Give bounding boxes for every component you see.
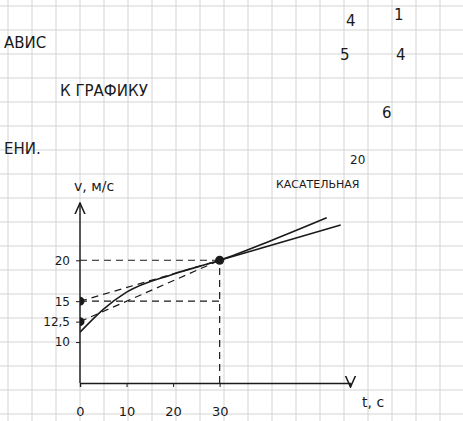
- paper-line: [248, 0, 249, 421]
- x-tick: 10: [119, 383, 136, 419]
- paper-line: [440, 0, 441, 421]
- paper-line: [56, 0, 57, 421]
- y-tick-label: 10: [55, 335, 70, 349]
- y-tick: 10: [55, 335, 80, 349]
- annotation: АВИС: [4, 34, 46, 52]
- paper-line: [8, 0, 9, 421]
- paper-line: [0, 198, 463, 199]
- paper-grid: [0, 0, 463, 421]
- annotation: 4: [346, 12, 356, 30]
- x-axis: 0 10 20 30: [76, 383, 350, 419]
- dashed-line: [219, 260, 220, 383]
- paper-line: [416, 0, 417, 421]
- annotation: 1: [394, 6, 404, 24]
- dashed-line: [80, 260, 220, 321]
- x-tick-mark: [80, 383, 81, 387]
- y-tick-mark: [76, 322, 80, 323]
- paper-line: [392, 0, 393, 421]
- paper-line: [128, 0, 129, 421]
- annotation: 6: [382, 104, 392, 122]
- x-tick-mark: [127, 383, 128, 387]
- paper-line: [320, 0, 321, 421]
- paper-line: [80, 0, 81, 421]
- x-tick-label: 10: [119, 404, 136, 419]
- paper-line: [0, 390, 463, 391]
- y-axis-line: [79, 203, 80, 383]
- x-tick-label: 30: [212, 404, 229, 419]
- y-tick: 20: [55, 254, 80, 268]
- paper-line: [0, 174, 463, 175]
- curve: [220, 225, 341, 260]
- annotation: КАСАТЕЛЬНАЯ: [276, 178, 359, 191]
- x-axis-title: t, с: [362, 394, 384, 410]
- y-tick-label: 20: [55, 254, 70, 268]
- y-tick-mark: [76, 260, 80, 261]
- paper-line: [0, 150, 463, 151]
- x-tick-mark: [220, 383, 221, 387]
- dashed-line: [80, 301, 220, 302]
- x-tick: 0: [76, 383, 84, 419]
- point: [80, 297, 85, 306]
- x-tick-mark: [173, 383, 174, 387]
- annotation: 20: [350, 153, 365, 167]
- paper-line: [0, 246, 463, 247]
- paper-line: [0, 222, 463, 223]
- annotation: 4: [396, 46, 406, 64]
- paper-line: [224, 0, 225, 421]
- x-tick-label: 0: [76, 404, 84, 419]
- plot-area: [80, 218, 341, 383]
- paper-line: [0, 270, 463, 271]
- dashed-line: [80, 260, 220, 301]
- point: [80, 317, 85, 326]
- paper-line: [368, 0, 369, 421]
- annotation: К ГРАФИКУ: [60, 82, 148, 100]
- point: [215, 256, 224, 265]
- curve: [80, 218, 327, 333]
- annotation: 5: [340, 46, 350, 64]
- chart: 01020301012,51520v, м/сt, сКАСАТЕЛЬНАЯАВ…: [0, 0, 463, 421]
- paper-line: [0, 126, 463, 127]
- y-tick-label: 15: [55, 295, 70, 309]
- annotation: ЕНИ.: [4, 140, 41, 158]
- paper-line: [104, 0, 105, 421]
- paper-line: [0, 54, 463, 55]
- paper-line: [0, 102, 463, 103]
- y-tick-mark: [76, 342, 80, 343]
- paper-line: [296, 0, 297, 421]
- dashed-line: [80, 260, 220, 261]
- x-tick: 20: [165, 383, 182, 419]
- x-axis-line: [81, 384, 351, 388]
- paper-line: [272, 0, 273, 421]
- paper-line: [200, 0, 201, 421]
- y-axis: 10 12,5 15 20: [43, 203, 80, 383]
- paper-line: [0, 30, 463, 31]
- paper-line: [152, 0, 153, 421]
- paper-line: [0, 366, 463, 367]
- paper-line: [176, 0, 177, 421]
- paper-line: [0, 414, 463, 415]
- paper-line: [32, 0, 33, 421]
- y-tick: 15: [55, 295, 80, 309]
- y-tick-label: 12,5: [43, 315, 70, 329]
- y-tick-mark: [76, 301, 80, 302]
- y-axis-title: v, м/с: [74, 178, 114, 194]
- x-tick: 30: [212, 383, 229, 419]
- x-tick-label: 20: [165, 404, 182, 419]
- y-tick: 12,5: [43, 315, 80, 329]
- paper-line: [0, 78, 463, 79]
